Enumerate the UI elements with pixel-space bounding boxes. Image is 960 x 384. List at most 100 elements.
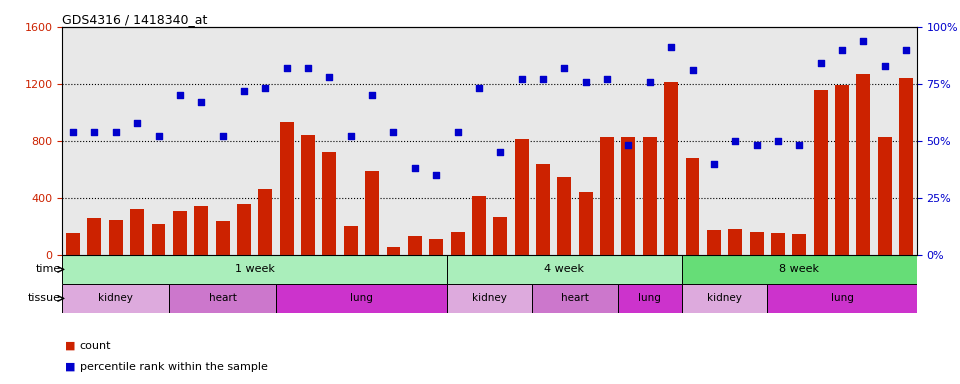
Bar <box>532 284 618 313</box>
Bar <box>685 158 700 255</box>
Point <box>663 44 679 50</box>
Point <box>194 99 209 105</box>
Text: lung: lung <box>350 293 372 303</box>
Point <box>450 129 466 135</box>
Bar <box>131 209 144 255</box>
Point <box>877 63 893 69</box>
Point <box>855 38 871 44</box>
Point <box>322 74 337 80</box>
Bar <box>579 192 592 255</box>
Bar <box>771 233 785 255</box>
Point <box>899 46 914 53</box>
Point <box>621 142 636 149</box>
Point <box>536 76 551 83</box>
Bar <box>515 139 529 255</box>
Bar <box>323 152 336 255</box>
Point <box>130 119 145 126</box>
Bar <box>216 222 229 255</box>
Bar <box>600 137 614 255</box>
Point <box>599 76 614 83</box>
Bar <box>258 189 273 255</box>
Bar <box>408 237 421 255</box>
Bar <box>173 211 187 255</box>
Point <box>428 172 444 178</box>
Point <box>642 79 658 85</box>
Text: time: time <box>36 265 60 275</box>
Bar <box>814 89 828 255</box>
Text: heart: heart <box>561 293 589 303</box>
Bar <box>62 255 447 284</box>
Text: kidney: kidney <box>472 293 507 303</box>
Bar <box>472 196 486 255</box>
Text: count: count <box>80 341 111 351</box>
Bar <box>877 137 892 255</box>
Bar <box>558 177 571 255</box>
Point <box>257 85 273 91</box>
Point <box>86 129 102 135</box>
Point <box>557 65 572 71</box>
Point <box>151 133 166 139</box>
Bar <box>835 85 849 255</box>
Point <box>172 92 187 98</box>
Text: heart: heart <box>208 293 236 303</box>
Text: 8 week: 8 week <box>780 265 819 275</box>
Point <box>279 65 295 71</box>
Bar <box>767 284 917 313</box>
Bar <box>62 284 169 313</box>
Text: lung: lung <box>830 293 853 303</box>
Point <box>749 142 764 149</box>
Bar <box>792 234 806 255</box>
Point <box>684 67 700 73</box>
Bar <box>152 223 165 255</box>
Bar <box>900 78 913 255</box>
Point <box>108 129 124 135</box>
Bar <box>493 217 507 255</box>
Bar <box>279 122 294 255</box>
Bar <box>664 83 678 255</box>
Bar <box>194 207 208 255</box>
Text: GDS4316 / 1418340_at: GDS4316 / 1418340_at <box>62 13 207 26</box>
Bar <box>276 284 446 313</box>
Bar <box>707 230 721 255</box>
Bar <box>237 204 251 255</box>
Bar <box>365 171 379 255</box>
Point <box>770 138 785 144</box>
Bar <box>108 220 123 255</box>
Point <box>65 129 81 135</box>
Point <box>514 76 529 83</box>
Bar <box>446 255 682 284</box>
Point <box>236 88 252 94</box>
Bar <box>618 284 682 313</box>
Text: percentile rank within the sample: percentile rank within the sample <box>80 362 268 372</box>
Bar <box>682 284 767 313</box>
Bar <box>344 227 358 255</box>
Point <box>343 133 358 139</box>
Bar <box>621 137 636 255</box>
Point <box>728 138 743 144</box>
Point <box>578 79 593 85</box>
Bar <box>536 164 550 255</box>
Point <box>471 85 487 91</box>
Bar <box>429 239 444 255</box>
Text: 4 week: 4 week <box>544 265 585 275</box>
Point <box>834 46 850 53</box>
Point <box>365 92 380 98</box>
Point <box>792 142 807 149</box>
Bar <box>450 232 465 255</box>
Text: 1 week: 1 week <box>234 265 275 275</box>
Bar <box>446 284 532 313</box>
Bar <box>301 135 315 255</box>
Text: ■: ■ <box>65 341 76 351</box>
Bar <box>169 284 276 313</box>
Bar <box>643 137 657 255</box>
Point <box>300 65 316 71</box>
Bar <box>87 218 102 255</box>
Point <box>215 133 230 139</box>
Point <box>386 129 401 135</box>
Text: ■: ■ <box>65 362 76 372</box>
Text: kidney: kidney <box>708 293 742 303</box>
Point <box>492 149 508 156</box>
Text: tissue: tissue <box>28 293 60 303</box>
Text: kidney: kidney <box>98 293 133 303</box>
Bar <box>682 255 917 284</box>
